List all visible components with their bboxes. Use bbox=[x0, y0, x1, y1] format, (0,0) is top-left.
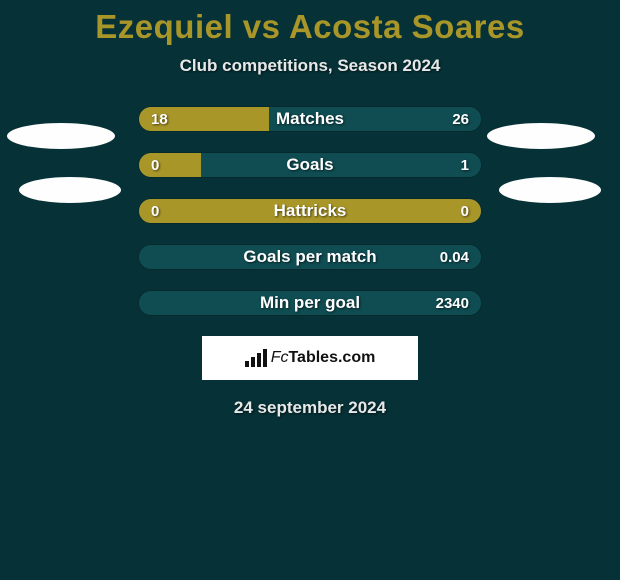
stat-value-right: 0.04 bbox=[428, 245, 481, 269]
bar-chart-icon bbox=[245, 349, 267, 367]
fctables-logo[interactable]: FcTables.com bbox=[202, 336, 418, 380]
stat-row: Goals per match0.04 bbox=[138, 244, 482, 270]
stat-value-left bbox=[139, 245, 163, 269]
stat-row: Min per goal2340 bbox=[138, 290, 482, 316]
stat-value-right: 1 bbox=[449, 153, 481, 177]
decorative-ellipse bbox=[499, 177, 601, 203]
stat-value-right: 26 bbox=[440, 107, 481, 131]
decorative-ellipse bbox=[7, 123, 115, 149]
stat-value-left bbox=[139, 291, 163, 315]
stat-value-right: 0 bbox=[449, 199, 481, 223]
stat-value-left: 18 bbox=[139, 107, 180, 131]
stat-label: Hattricks bbox=[139, 199, 481, 223]
stat-label: Goals bbox=[139, 153, 481, 177]
stats-container: Matches1826Goals01Hattricks00Goals per m… bbox=[138, 106, 482, 316]
decorative-ellipse bbox=[19, 177, 121, 203]
stat-value-left: 0 bbox=[139, 153, 171, 177]
date-label: 24 september 2024 bbox=[0, 398, 620, 418]
stat-value-left: 0 bbox=[139, 199, 171, 223]
logo-text: FcTables.com bbox=[271, 349, 376, 367]
stat-row: Matches18 26 bbox=[138, 106, 482, 132]
decorative-ellipse bbox=[487, 123, 595, 149]
stat-row: Hattricks0 0 bbox=[138, 198, 482, 224]
comparison-title: Ezequiel vs Acosta Soares bbox=[0, 0, 620, 46]
comparison-subtitle: Club competitions, Season 2024 bbox=[0, 56, 620, 76]
stat-row: Goals0 1 bbox=[138, 152, 482, 178]
stat-label: Matches bbox=[139, 107, 481, 131]
stat-value-right: 2340 bbox=[424, 291, 481, 315]
